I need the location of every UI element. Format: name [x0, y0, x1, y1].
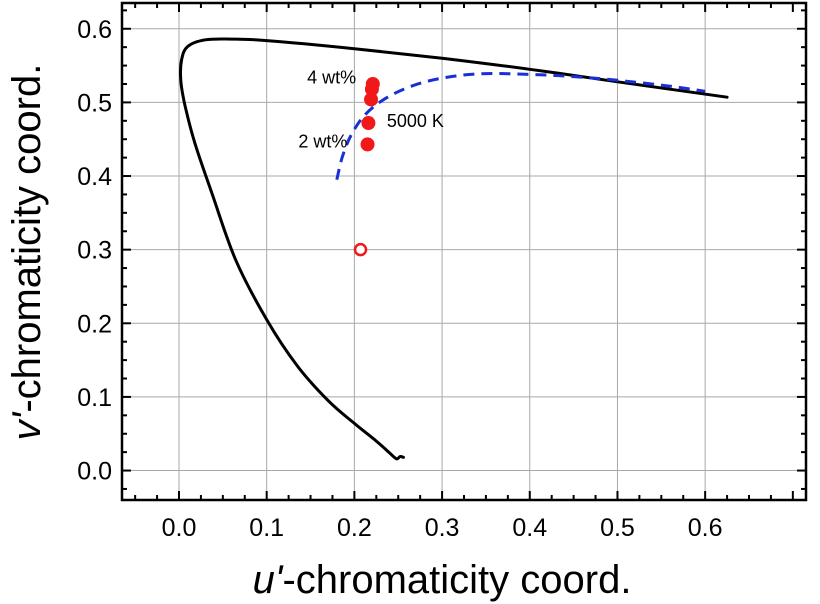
x-tick-label: 0.4 — [512, 514, 547, 542]
x-tick-label: 0.3 — [425, 514, 460, 542]
y-tick-label: 0.6 — [77, 16, 112, 44]
tick-labels: 0.0 0.1 0.2 0.3 0.4 0.5 0.6 0.0 0.1 0.2 0.3 0.4 0.5 0… — [77, 16, 722, 542]
y-tick-label: 0.0 — [77, 458, 112, 486]
y-tick-label: 0.3 — [77, 237, 112, 265]
x-axis-title: u'-chromaticity coord. — [253, 558, 632, 602]
sample-point — [364, 92, 379, 107]
annotation-label: 5000 K — [387, 111, 444, 131]
y-axis-title: v'-chromaticity coord. — [5, 64, 49, 441]
y-tick-label: 0.4 — [77, 163, 112, 191]
y-tick-label: 0.5 — [77, 89, 112, 117]
plot-data: 4 wt% 5000 K 2 wt% — [178, 37, 729, 461]
x-tick-label: 0.1 — [249, 514, 284, 542]
sample-point — [360, 137, 375, 152]
plot-frame — [120, 1, 808, 502]
sample-point — [361, 116, 376, 131]
sample-point — [365, 76, 380, 91]
x-tick-label: 0.6 — [688, 514, 723, 542]
grid-lines — [122, 3, 806, 500]
spectral-locus-line — [178, 37, 729, 461]
axis-ticks — [122, 3, 806, 500]
x-tick-label: 0.0 — [162, 514, 197, 542]
annotation-label: 2 wt% — [298, 131, 347, 151]
x-tick-label: 0.2 — [337, 514, 372, 542]
y-tick-label: 0.2 — [77, 310, 112, 338]
y-tick-label: 0.1 — [77, 384, 112, 412]
x-tick-label: 0.5 — [600, 514, 635, 542]
annotation-label: 4 wt% — [307, 67, 356, 87]
white-point-marker — [353, 242, 368, 257]
planckian-locus-line — [335, 71, 706, 181]
